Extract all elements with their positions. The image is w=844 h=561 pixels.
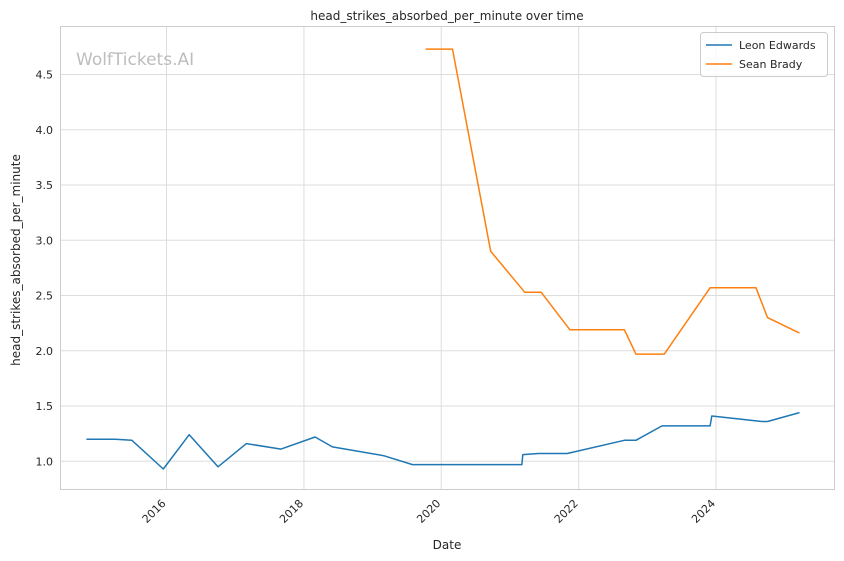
series-layer — [86, 48, 800, 470]
y-tick-label: 2.5 — [36, 290, 54, 303]
y-tick-label: 4.0 — [36, 124, 54, 137]
plot-area-border — [60, 26, 835, 490]
y-tick-labels: 1.0 1.5 2.0 2.5 3.0 3.5 4.0 4.5 — [36, 69, 54, 469]
y-tick-label: 1.5 — [36, 400, 54, 413]
legend: Leon Edwards Sean Brady — [700, 32, 828, 77]
grid-lines — [61, 27, 835, 490]
legend-label-1: Leon Edwards — [739, 39, 816, 52]
y-tick-label: 1.0 — [36, 455, 54, 468]
legend-label-2: Sean Brady — [739, 58, 803, 71]
legend-box — [700, 32, 828, 77]
series-line-1 — [86, 411, 800, 470]
watermark: WolfTickets.AI — [76, 50, 194, 70]
y-tick-label: 4.5 — [36, 69, 54, 82]
y-axis-label: head_strikes_absorbed_per_minute — [9, 154, 23, 366]
x-axis-label: Date — [433, 538, 462, 552]
y-tick-label: 3.0 — [36, 234, 54, 247]
y-tick-label: 3.5 — [36, 179, 54, 192]
chart-title: head_strikes_absorbed_per_minute over ti… — [310, 9, 583, 23]
y-tick-label: 2.0 — [36, 345, 54, 358]
series-line-2 — [425, 48, 800, 355]
